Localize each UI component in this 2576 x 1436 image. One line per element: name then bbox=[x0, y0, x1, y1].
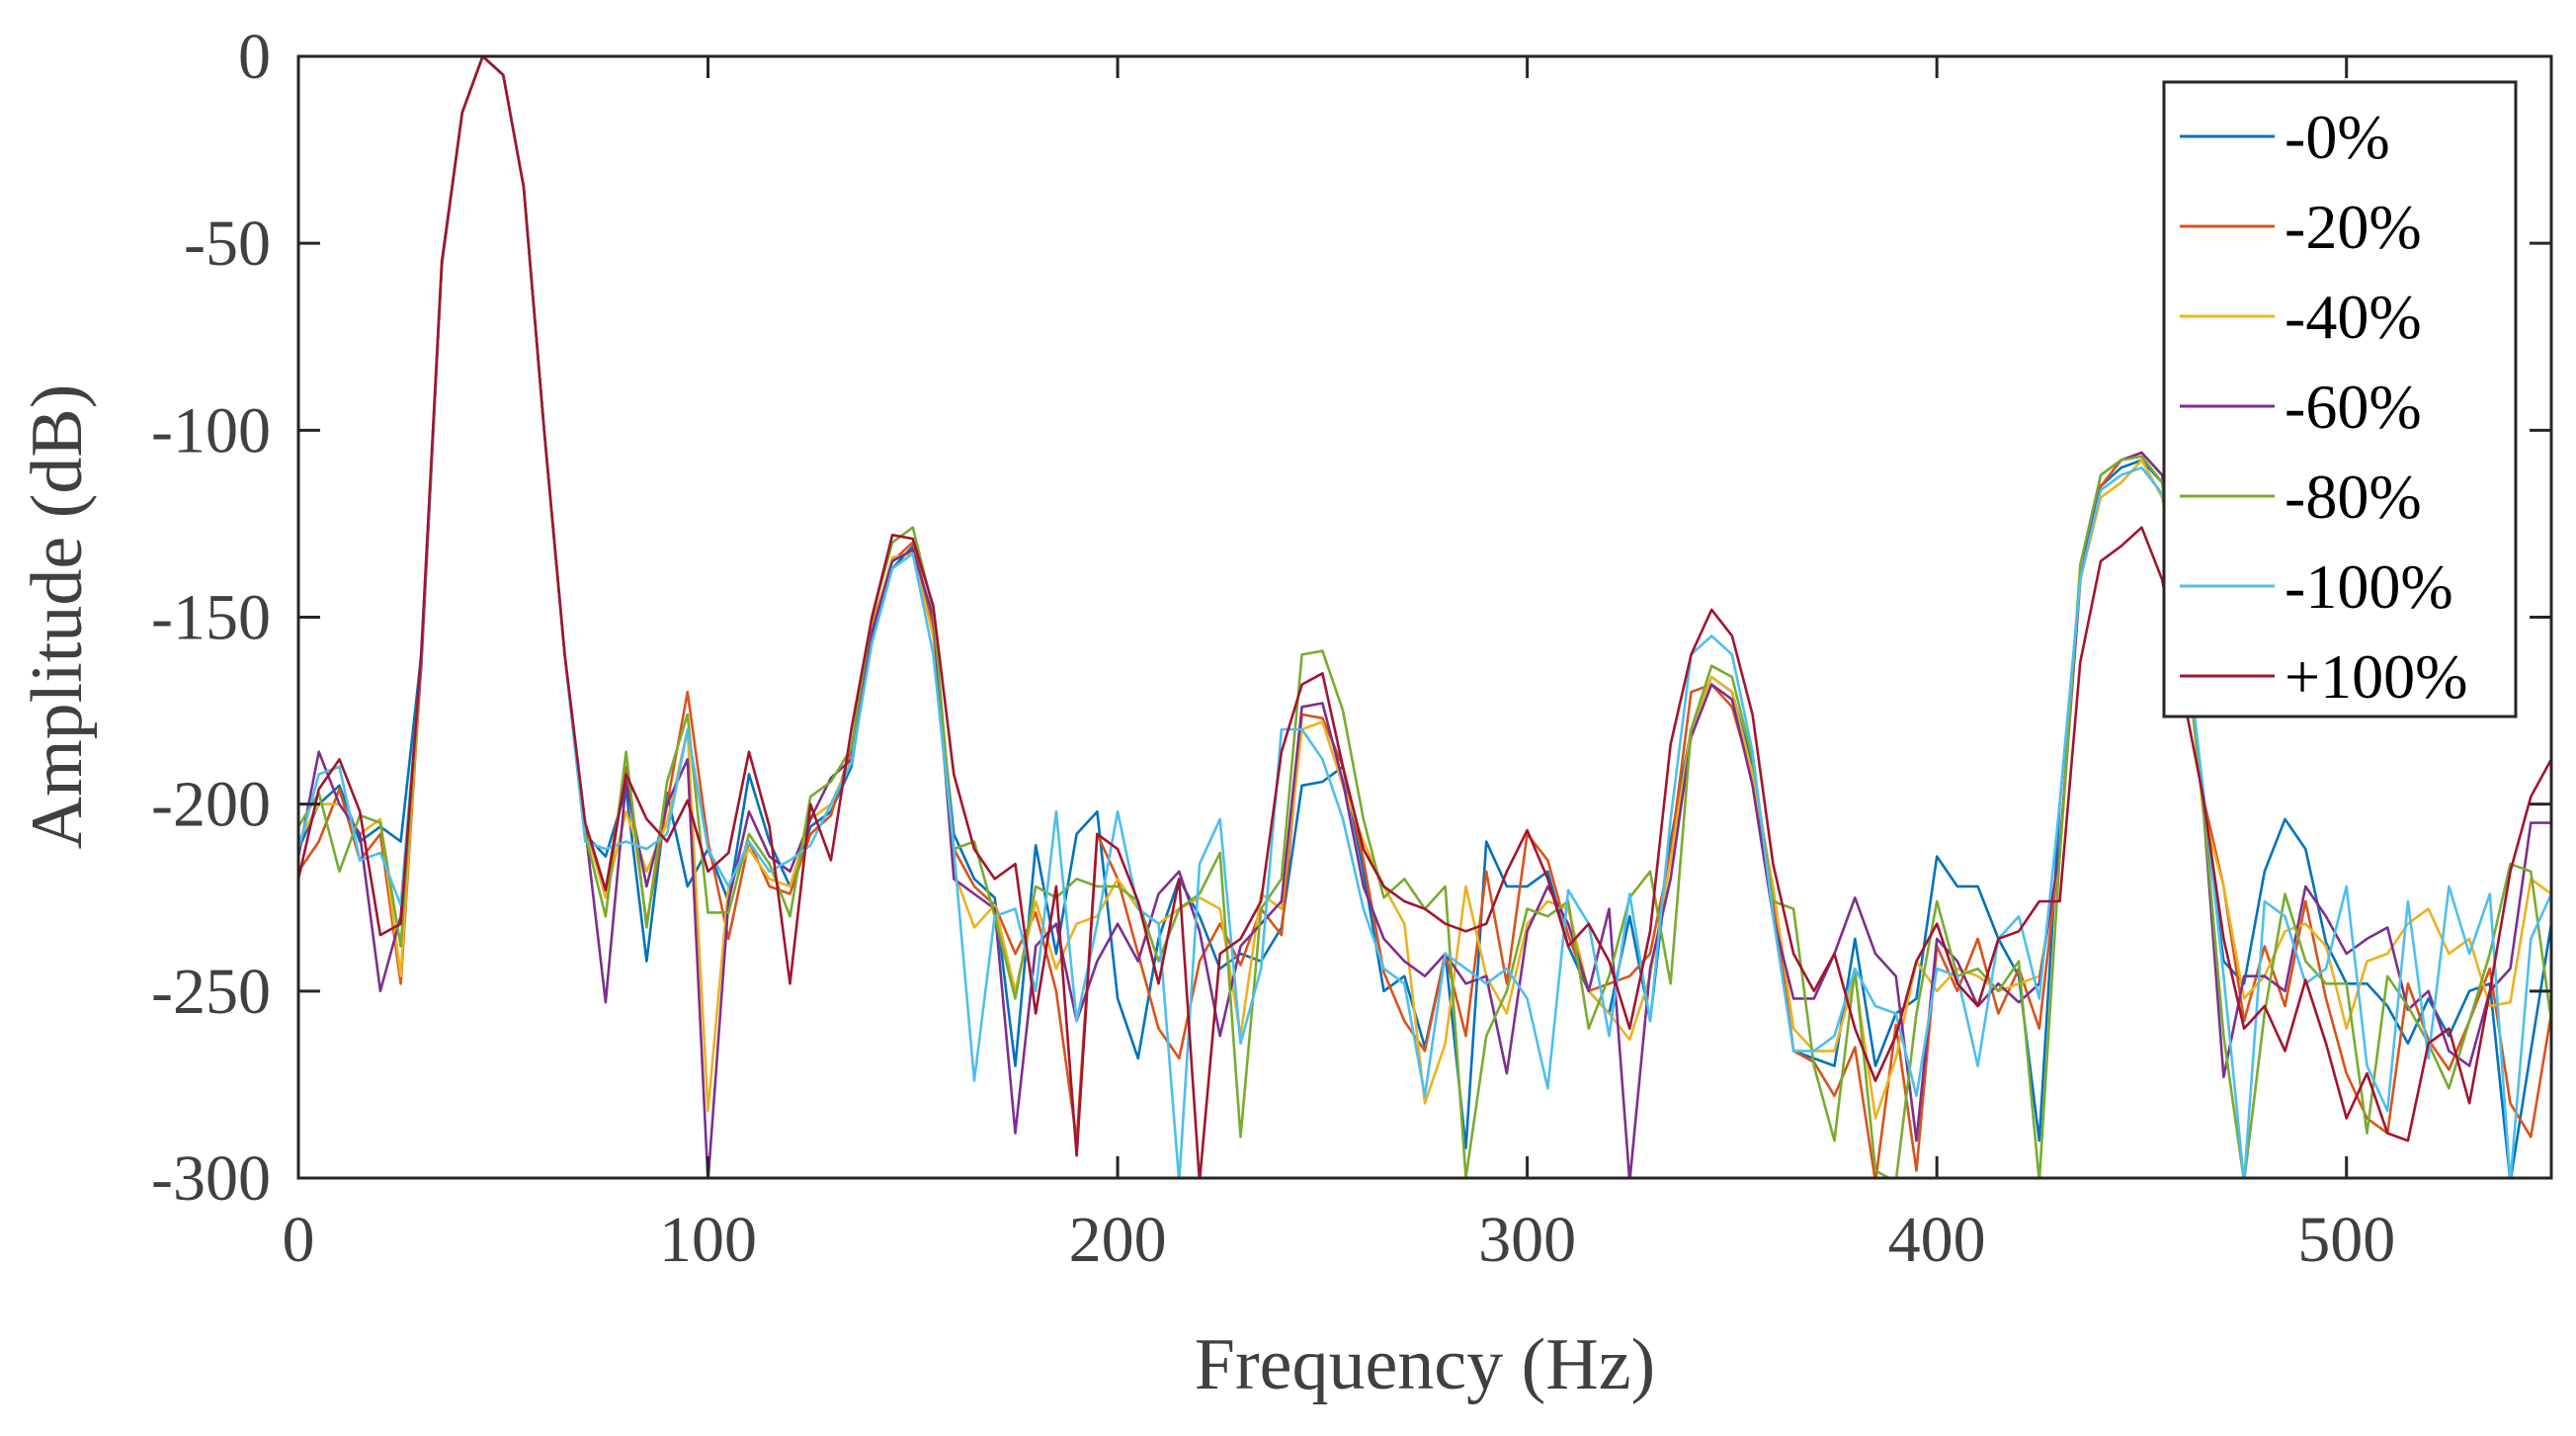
legend-label: -100% bbox=[2285, 551, 2453, 622]
x-tick-label: 400 bbox=[1888, 1204, 1986, 1276]
legend-label: -40% bbox=[2285, 282, 2422, 352]
y-tick-label: -50 bbox=[184, 208, 271, 280]
x-tick-label: 0 bbox=[283, 1204, 315, 1276]
x-tick-label: 200 bbox=[1069, 1204, 1167, 1276]
legend-label: -80% bbox=[2285, 462, 2422, 532]
legend-label: -20% bbox=[2285, 192, 2422, 262]
legend-label: -0% bbox=[2285, 102, 2390, 172]
y-tick-label: -250 bbox=[151, 956, 271, 1028]
y-axis-label: Amplitude (dB) bbox=[17, 384, 98, 850]
legend-label: +100% bbox=[2285, 641, 2467, 712]
x-tick-label: 300 bbox=[1478, 1204, 1576, 1276]
x-tick-label: 100 bbox=[659, 1204, 757, 1276]
y-tick-label: -200 bbox=[151, 769, 271, 841]
legend-label: -60% bbox=[2285, 372, 2422, 442]
legend-box bbox=[2162, 80, 2518, 718]
x-tick-label: 500 bbox=[2297, 1204, 2395, 1276]
y-tick-label: -300 bbox=[151, 1142, 271, 1215]
legend: -0% -20% -40% -60% -80% -100% +100% bbox=[2162, 80, 2518, 718]
ticks: 0 100 200 300 400 500 0 -50 -100 -150 -200 -250 -300 bbox=[151, 21, 2551, 1276]
y-tick-label: -100 bbox=[151, 394, 271, 466]
y-tick-label: -150 bbox=[151, 582, 271, 654]
y-tick-label: 0 bbox=[238, 21, 271, 93]
x-axis-label: Frequency (Hz) bbox=[1195, 1324, 1655, 1405]
